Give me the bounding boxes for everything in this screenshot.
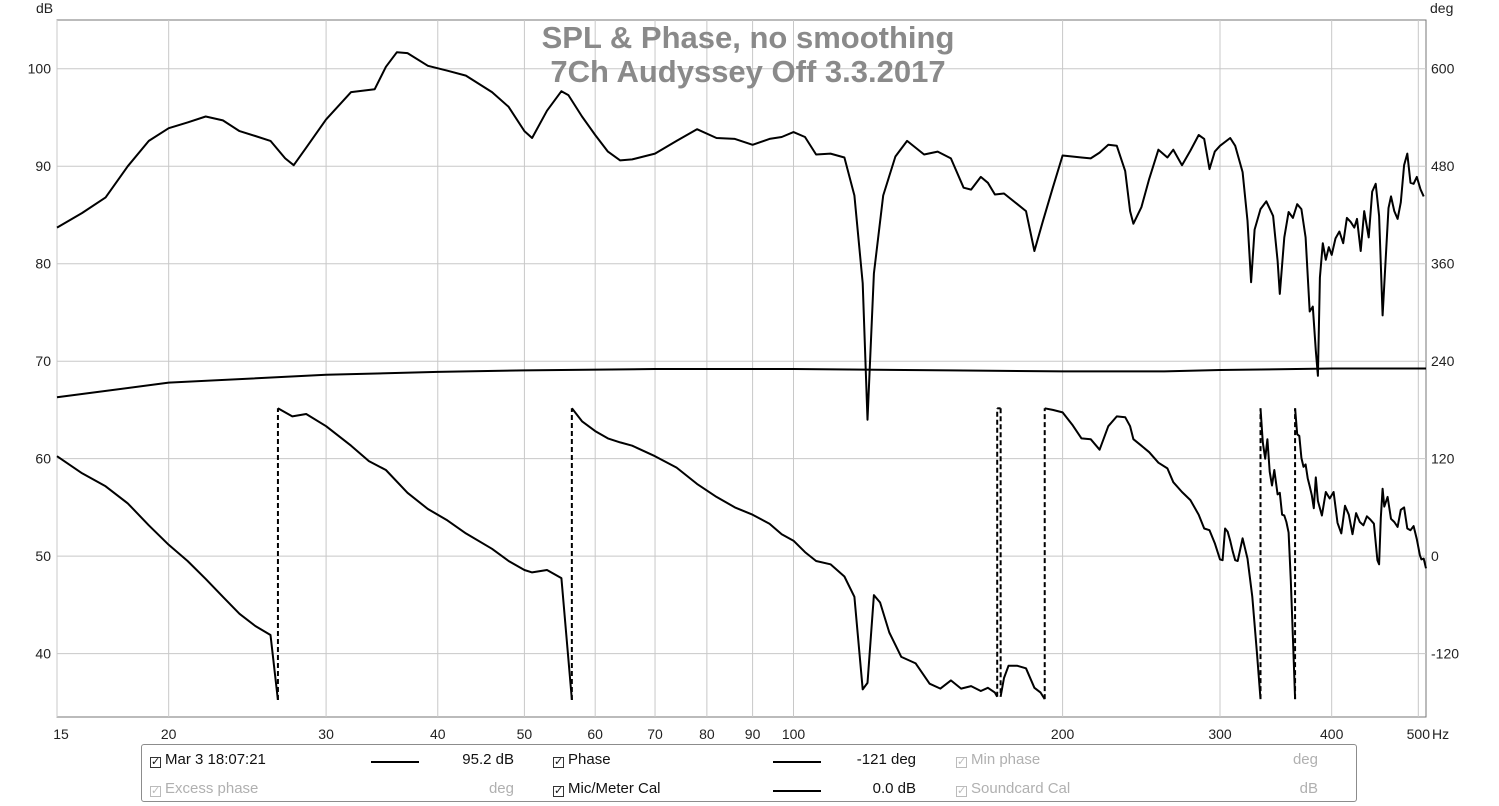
checkbox-icon[interactable]: ✓ <box>553 756 564 768</box>
y-left-tick-label: 100 <box>28 61 52 77</box>
legend-value: 95.2 dB <box>462 751 514 768</box>
series-line-mic-cal <box>56 367 1426 399</box>
legend-item-phase[interactable]: ✓ Phase <box>553 751 611 768</box>
x-tick-label: 90 <box>745 726 761 742</box>
checkbox-icon[interactable]: ✓ <box>150 785 161 797</box>
legend-label: Mar 3 18:07:21 <box>165 751 266 768</box>
x-tick-label: 20 <box>161 726 177 742</box>
y-right-tick-label: -120 <box>1431 646 1459 662</box>
y-right-tick-label: 120 <box>1431 451 1455 467</box>
checkbox-icon[interactable]: ✓ <box>956 756 967 768</box>
series-line-phase <box>56 455 279 701</box>
y-left-tick-label: 50 <box>35 548 51 564</box>
x-tick-label: 80 <box>699 726 715 742</box>
legend-swatch <box>773 790 821 792</box>
x-tick-label: 60 <box>587 726 603 742</box>
x-tick-label: 50 <box>517 726 533 742</box>
x-tick-label: 200 <box>1051 726 1075 742</box>
checkbox-icon[interactable]: ✓ <box>553 785 564 797</box>
series-line-phase <box>277 407 573 700</box>
legend-value: deg <box>488 780 514 797</box>
left-axis-label: dB <box>36 0 53 16</box>
y-left-tick-label: 90 <box>35 158 51 174</box>
x-tick-label: 500 <box>1407 726 1431 742</box>
x-tick-label: 300 <box>1208 726 1232 742</box>
legend-swatch <box>371 761 419 763</box>
legend-label: Phase <box>568 751 611 768</box>
legend-label: Mic/Meter Cal <box>568 780 661 797</box>
x-tick-label: 30 <box>318 726 334 742</box>
y-left-tick-label: 70 <box>35 353 51 369</box>
legend-value: deg <box>1292 751 1318 768</box>
y-left-tick-label: 40 <box>35 646 51 662</box>
legend-label: Excess phase <box>165 780 259 797</box>
tick-labels: 15 20 30 40 50 60 70 80 90 100 200 300 400 500 40 50 60 7… <box>28 61 1460 742</box>
chart-subtitle: 7Ch Audyssey Off 3.3.2017 <box>550 54 945 89</box>
legend-swatch <box>773 761 821 763</box>
legend-item-mic-meter-cal[interactable]: ✓ Mic/Meter Cal <box>553 780 661 797</box>
series-line-phase <box>999 664 1046 700</box>
legend-item-measurement[interactable]: ✓ Mar 3 18:07:21 <box>150 751 266 768</box>
y-right-tick-label: 0 <box>1431 548 1439 564</box>
legend-item-min-phase[interactable]: ✓ Min phase <box>956 751 1040 768</box>
series-group <box>56 51 1427 701</box>
right-axis-label: deg <box>1430 0 1453 16</box>
legend-item-soundcard-cal[interactable]: ✓ Soundcard Cal <box>956 780 1070 797</box>
checkbox-icon[interactable]: ✓ <box>956 785 967 797</box>
y-left-tick-label: 60 <box>35 451 51 467</box>
y-right-tick-label: 480 <box>1431 158 1455 174</box>
y-right-tick-label: 360 <box>1431 256 1455 272</box>
legend-item-excess-phase[interactable]: ✓ Excess phase <box>150 780 258 797</box>
spl-phase-chart[interactable]: 15 20 30 40 50 60 70 80 90 100 200 300 400 500 40 50 60 7… <box>0 0 1499 742</box>
series-line-phase <box>571 407 999 698</box>
legend-label: Min phase <box>971 751 1041 768</box>
series-line-spl <box>56 51 1425 421</box>
series-line-phase <box>1044 407 1262 700</box>
y-right-tick-label: 600 <box>1431 61 1455 77</box>
legend-label: Soundcard Cal <box>971 780 1071 797</box>
legend-panel: ✓ Mar 3 18:07:21 95.2 dB ✓ Phase -121 deg … <box>141 744 1357 802</box>
x-tick-label: 400 <box>1320 726 1344 742</box>
legend-value: 0.0 dB <box>872 780 916 797</box>
x-axis-unit: Hz <box>1432 726 1449 742</box>
series-line-phase <box>1294 408 1427 569</box>
legend-value: dB <box>1299 780 1318 797</box>
y-left-tick-label: 80 <box>35 256 51 272</box>
chart-title: SPL & Phase, no smoothing <box>542 20 955 55</box>
x-tick-label: 15 <box>53 726 69 742</box>
y-right-tick-label: 240 <box>1431 353 1455 369</box>
x-tick-label: 40 <box>430 726 446 742</box>
series-line-phase <box>1259 408 1297 700</box>
checkbox-icon[interactable]: ✓ <box>150 756 161 768</box>
x-tick-label: 70 <box>647 726 663 742</box>
x-tick-label: 100 <box>782 726 806 742</box>
legend-value: -121 deg <box>856 751 916 768</box>
